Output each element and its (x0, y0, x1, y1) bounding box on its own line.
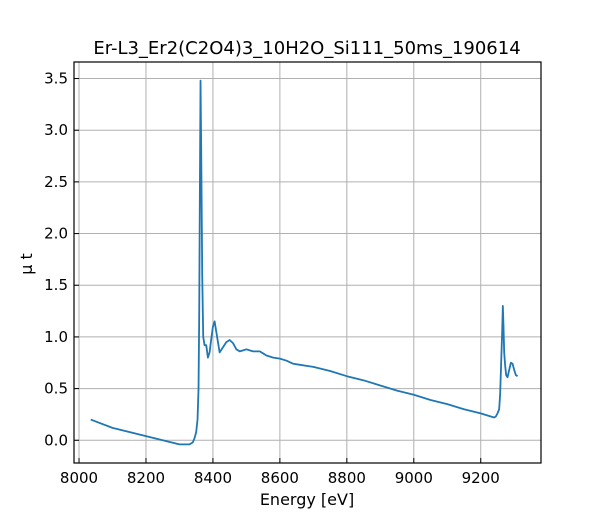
y-tick-label: 1.5 (44, 276, 68, 294)
x-tick-label: 8200 (127, 469, 165, 487)
y-tick-label: 3.0 (44, 121, 68, 139)
x-tick-label: 8800 (328, 469, 366, 487)
y-axis-label: μ t (17, 253, 36, 275)
x-tick-label: 8000 (60, 469, 98, 487)
y-tick-label: 2.5 (44, 173, 68, 191)
y-tick-label: 2.0 (44, 225, 68, 243)
series-line (90, 79, 519, 446)
chart-title: Er-L3_Er2(C2O4)3_10H2O_Si111_50ms_190614 (93, 38, 520, 59)
y-tick-label: 3.5 (44, 70, 68, 88)
x-tick-label: 8600 (261, 469, 299, 487)
x-tick-label: 9200 (462, 469, 500, 487)
plot-frame (73, 61, 542, 464)
y-tick-label: 0.5 (44, 380, 68, 398)
grid (74, 62, 541, 463)
x-tick-label: 9000 (395, 469, 433, 487)
x-axis-label: Energy [eV] (260, 490, 354, 509)
y-tick-label: 1.0 (44, 328, 68, 346)
series-layer (90, 79, 519, 446)
y-tick-label: 0.0 (44, 431, 68, 449)
x-tick-label: 8400 (194, 469, 232, 487)
ticks: 8000 8200 8400 8600 8800 9000 9200 0.0 0.5 1.0 1.5… (44, 70, 500, 487)
